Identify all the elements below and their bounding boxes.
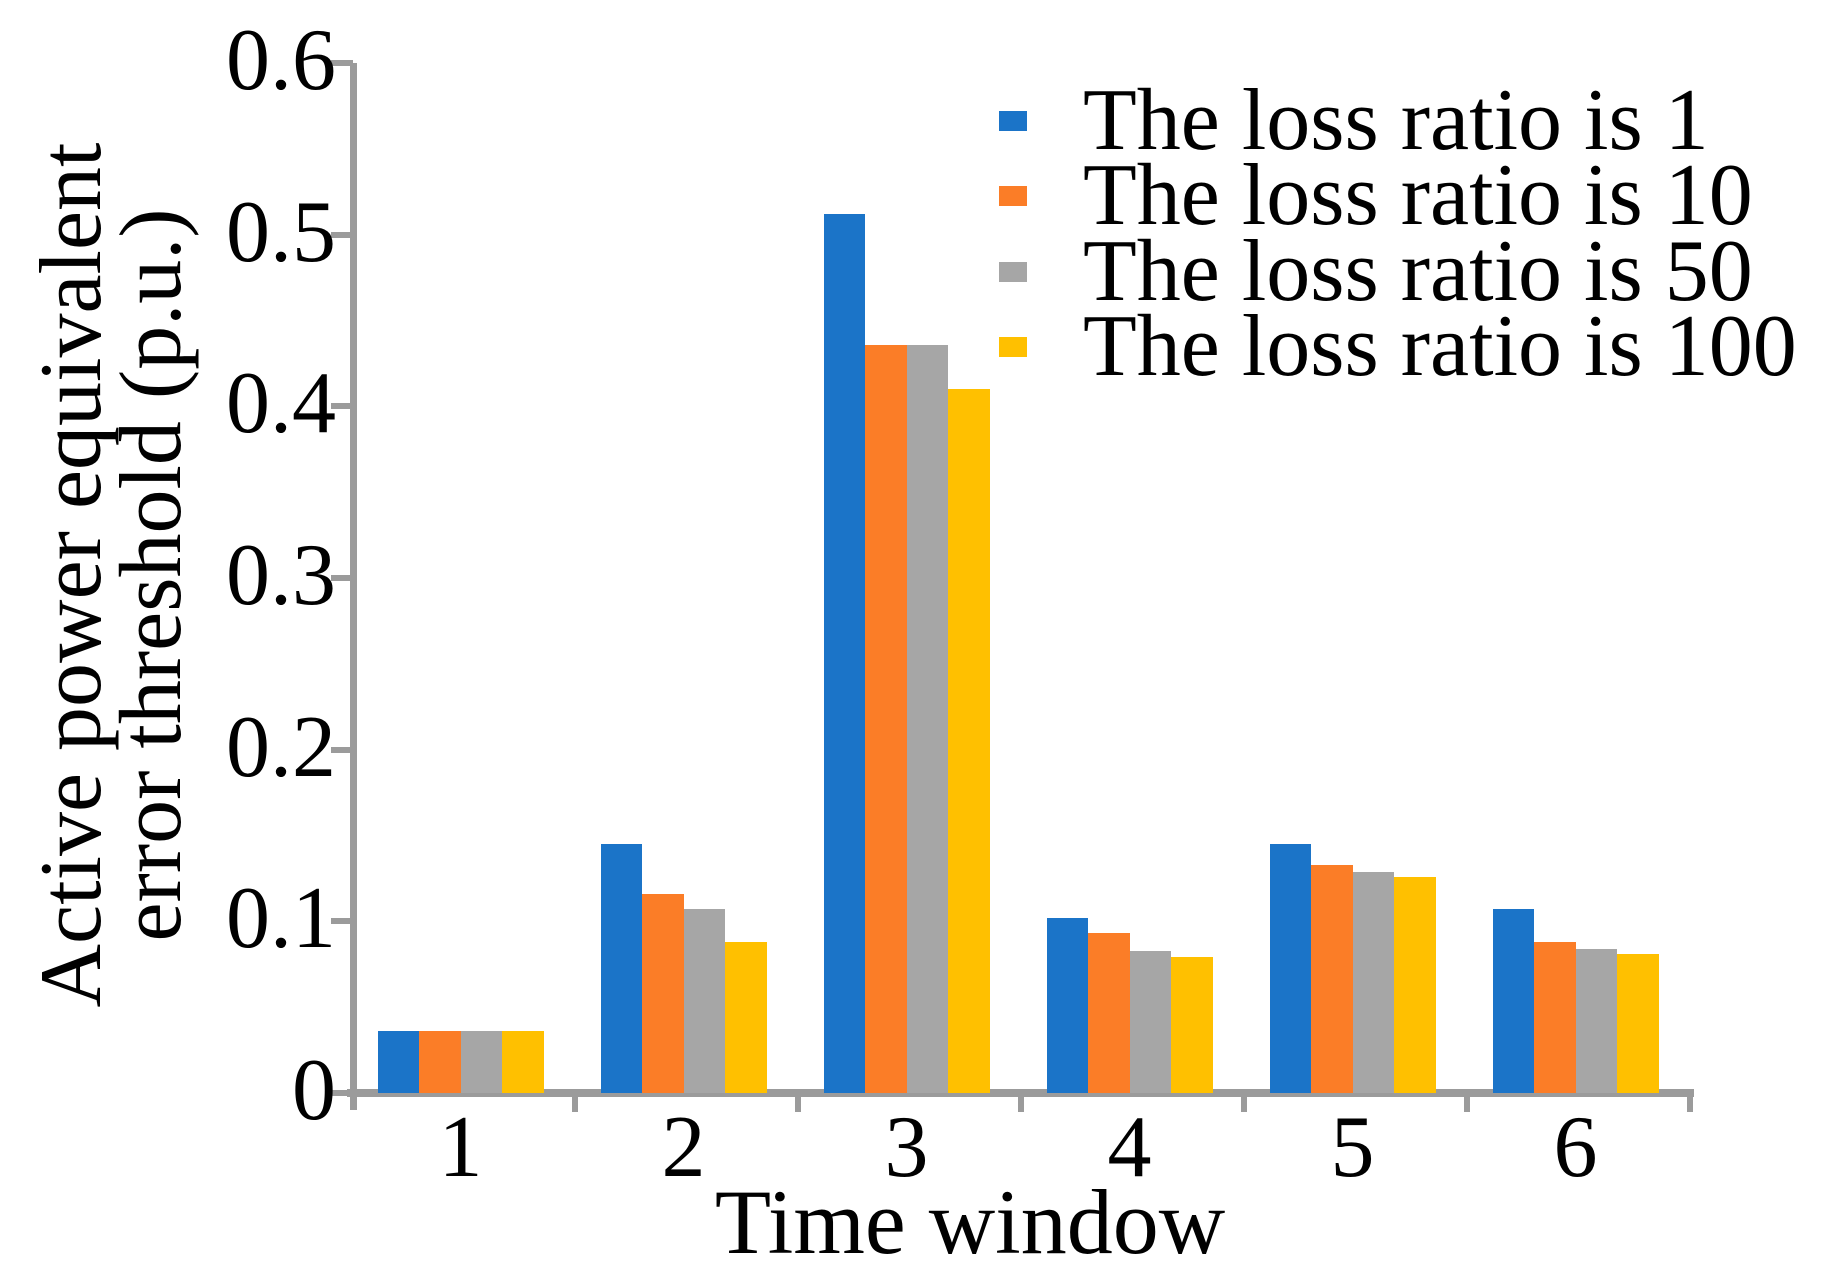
bar-series1-window3 [823, 214, 865, 1093]
bar-series3-window4 [1129, 950, 1171, 1093]
bar-series1-window6 [1492, 909, 1534, 1093]
bar-series2-window1 [419, 1031, 461, 1093]
legend-swatch-series3 [999, 261, 1027, 282]
bar-series3-window5 [1352, 871, 1394, 1093]
x-tick-mark [795, 1093, 801, 1112]
y-axis-line [350, 63, 357, 1110]
bar-series1-window4 [1046, 917, 1088, 1093]
y-tick-label: 0.2 [226, 698, 336, 796]
y-tick-label: 0.4 [226, 355, 336, 453]
x-tick-label: 2 [661, 1099, 706, 1196]
legend-label: The loss ratio is 10 [1083, 147, 1753, 245]
y-tick-label: 0 [292, 1042, 336, 1140]
bar-series2-window6 [1534, 941, 1576, 1093]
bar-series3-window2 [683, 909, 725, 1093]
legend-item: The loss ratio is 1 [999, 77, 1709, 165]
y-tick-mark [331, 575, 353, 581]
bar-series4-window6 [1617, 953, 1659, 1093]
x-tick-mark [1687, 1093, 1693, 1112]
bar-series3-window1 [460, 1031, 502, 1093]
y-tick-mark [331, 746, 353, 753]
legend-item: The loss ratio is 50 [999, 222, 1753, 320]
x-tick-label: 1 [438, 1099, 483, 1196]
legend-swatch-series4 [999, 336, 1027, 357]
legend-item: The loss ratio is 10 [999, 152, 1753, 240]
bar-series1-window5 [1269, 844, 1311, 1093]
x-tick-mark [1464, 1093, 1470, 1112]
legend-label: The loss ratio is 1 [1083, 72, 1709, 169]
legend-label: The loss ratio is 100 [1083, 297, 1797, 395]
x-tick-mark [572, 1093, 578, 1112]
y-tick-label: 0.5 [226, 183, 336, 281]
bar-series1-window2 [600, 844, 642, 1093]
legend-swatch-series1 [999, 111, 1027, 131]
y-tick-mark [331, 403, 353, 410]
bar-series2-window3 [865, 344, 907, 1093]
legend-label: The loss ratio is 50 [1083, 222, 1753, 320]
bar-series3-window3 [906, 344, 948, 1093]
y-tick-mark [331, 1090, 353, 1096]
bar-series2-window2 [642, 893, 684, 1093]
bar-series4-window4 [1171, 957, 1213, 1093]
bar-series4-window2 [725, 941, 767, 1093]
y-tick-label: 0.6 [226, 12, 336, 110]
y-tick-mark [331, 231, 353, 238]
y-tick-label: 0.3 [226, 527, 336, 625]
x-tick-label: 4 [1107, 1099, 1152, 1196]
x-axis-label: Time window [714, 1171, 1226, 1273]
x-tick-label: 6 [1553, 1099, 1598, 1196]
y-tick-label: 0.1 [226, 870, 336, 968]
legend-swatch-series2 [999, 186, 1027, 207]
x-tick-mark [1241, 1093, 1247, 1112]
x-tick-mark [1018, 1093, 1024, 1112]
bar-series4-window1 [502, 1031, 544, 1093]
bar-series3-window6 [1575, 948, 1617, 1093]
bar-series2-window4 [1088, 933, 1130, 1093]
bar-series2-window5 [1311, 864, 1353, 1093]
y-tick-mark [331, 60, 353, 66]
x-tick-label: 3 [884, 1099, 929, 1196]
bar-series4-window3 [948, 389, 990, 1093]
bar-series4-window5 [1394, 876, 1436, 1093]
x-tick-label: 5 [1330, 1099, 1375, 1196]
legend-item: The loss ratio is 100 [999, 297, 1797, 395]
y-tick-mark [331, 918, 353, 925]
bar-series1-window1 [377, 1031, 419, 1093]
